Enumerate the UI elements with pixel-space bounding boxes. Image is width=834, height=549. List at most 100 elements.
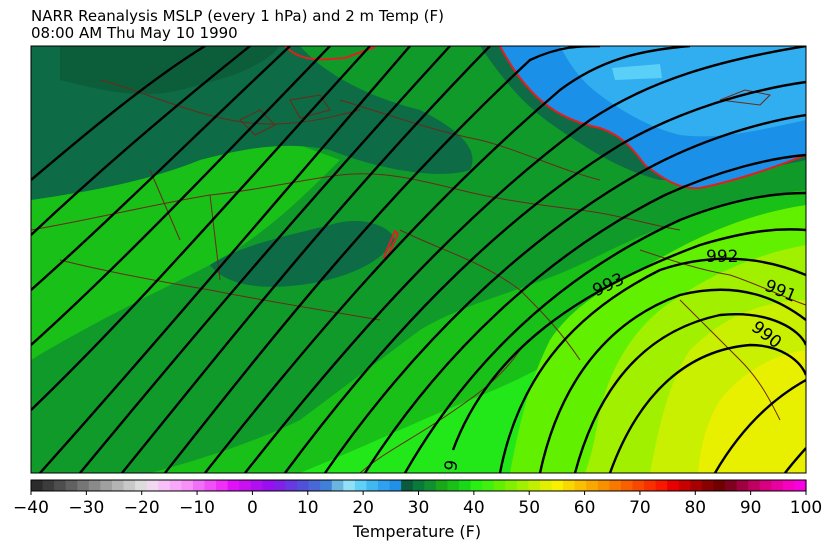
colorbar-cell <box>308 480 321 491</box>
colorbar-cell <box>227 480 240 491</box>
isobar <box>498 257 806 473</box>
temp-fill-light-blue <box>612 64 662 80</box>
isobar <box>79 46 451 473</box>
isobar <box>31 46 291 291</box>
isobar <box>244 46 806 473</box>
colorbar-cell <box>378 480 391 491</box>
isobar <box>39 46 411 473</box>
colorbar-tick-label: 30 <box>408 498 430 518</box>
colorbar-cell <box>123 480 136 491</box>
colorbar-tick-label: 80 <box>684 498 706 518</box>
isobar <box>324 113 806 473</box>
isobar <box>31 46 251 236</box>
colorbar-cell <box>366 480 379 491</box>
colorbar-tick-label: 0 <box>247 498 258 518</box>
isobar <box>363 153 806 473</box>
colorbar-cell <box>239 480 252 491</box>
colorbar-tick-label: 100 <box>790 498 822 518</box>
colorbar-tick-label: 90 <box>740 498 762 518</box>
isobars <box>31 46 806 473</box>
colorbar-cell <box>493 480 506 491</box>
colorbar-cell <box>782 480 796 491</box>
colorbar-cell <box>736 480 749 491</box>
colorbar-cell <box>759 480 772 491</box>
temp-fill-yellow <box>698 350 806 473</box>
colorbar-cell <box>632 480 645 491</box>
freezing-line <box>284 46 806 190</box>
colorbar-cell <box>412 480 425 491</box>
colorbar-cell <box>354 480 368 491</box>
isobar <box>451 228 806 451</box>
colorbar-cell <box>528 480 541 491</box>
colorbar-cell <box>678 480 691 491</box>
colorbar-cell <box>447 480 460 491</box>
colorbar-tick-label: 50 <box>518 498 540 518</box>
isobar <box>164 46 601 473</box>
isobar-bottom-label: 9 <box>441 459 463 473</box>
isobar <box>608 343 806 473</box>
colorbar-cell <box>331 480 344 491</box>
colorbar-tick-label: −30 <box>68 498 104 518</box>
colorbar-cells <box>31 480 807 491</box>
colorbar-tick-label: −10 <box>179 498 215 518</box>
colorbar-cell <box>65 480 78 491</box>
colorbar-cell <box>262 480 275 491</box>
colorbar-cell <box>343 480 356 491</box>
colorbar-cell <box>42 480 55 491</box>
colorbar-cell <box>88 480 102 491</box>
colorbar-cell <box>169 480 182 491</box>
colorbar-cell <box>609 480 622 491</box>
colorbar-cell <box>54 480 67 491</box>
colorbar-cell <box>482 480 495 491</box>
colorbar-cell <box>435 480 449 491</box>
colorbar-tick-label: 60 <box>574 498 596 518</box>
colorbar-cell <box>505 480 518 491</box>
colorbar-cell <box>77 480 90 491</box>
colorbar-cell <box>620 480 634 491</box>
colorbar-cell <box>574 480 587 491</box>
colorbar-cell <box>516 480 529 491</box>
colorbar-cell <box>458 480 472 491</box>
colorbar-cell <box>424 480 437 491</box>
colorbar-cell <box>690 480 703 491</box>
isobar <box>204 46 691 473</box>
isobar <box>31 46 206 181</box>
colorbar-cell <box>701 480 715 491</box>
colorbar-cell <box>285 480 298 491</box>
colorbar-tick-label: −40 <box>13 498 49 518</box>
colorbar-cell <box>667 480 680 491</box>
isobar <box>573 313 806 473</box>
colorbar-tick-label: −20 <box>124 498 160 518</box>
colorbar-cell <box>470 480 483 491</box>
isobar <box>31 46 331 346</box>
isobar <box>538 288 806 473</box>
isobar <box>713 378 806 473</box>
chart-title: NARR Reanalysis MSLP (every 1 hPa) and 2… <box>31 7 444 25</box>
colorbar-cell <box>204 480 217 491</box>
colorbar-cell <box>216 480 229 491</box>
colorbar-tick-label: 20 <box>352 498 374 518</box>
chart-subtitle: 08:00 AM Thu May 10 1990 <box>31 24 238 42</box>
colorbar-cell <box>655 480 668 491</box>
colorbar-cell <box>250 480 263 491</box>
isobar <box>784 447 806 473</box>
colorbar-cell <box>771 480 784 491</box>
colorbar-cell <box>135 480 148 491</box>
colorbar-cell <box>713 480 726 491</box>
colorbar-cell <box>389 480 402 491</box>
colorbar-ticks: −40 −30 −20 −10 0 10 20 30 40 50 60 70 80 90 100 <box>13 491 822 518</box>
colorbar-cell <box>297 480 310 491</box>
colorbar-cell <box>644 480 657 491</box>
colorbar-cell <box>181 480 194 491</box>
colorbar-tick-label: 10 <box>297 498 319 518</box>
colorbar-cell <box>273 480 287 491</box>
isobar <box>403 191 806 473</box>
colorbar-cell <box>551 480 564 491</box>
colorbar-tick-label: 70 <box>629 498 651 518</box>
colorbar-cell <box>401 480 414 491</box>
isobar <box>121 46 491 473</box>
colorbar-tick-label: 40 <box>463 498 485 518</box>
colorbar-cell <box>597 480 610 491</box>
colorbar-cell <box>586 480 599 491</box>
